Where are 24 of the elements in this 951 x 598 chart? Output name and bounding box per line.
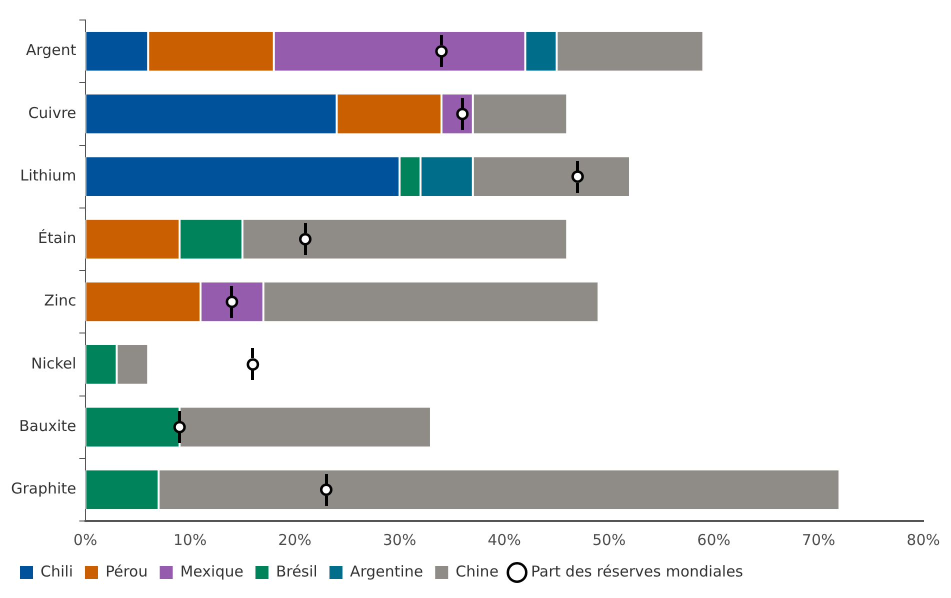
- legend-label: Argentine: [350, 562, 424, 580]
- x-tick-label: 20%: [278, 530, 312, 549]
- y-tick-label: Graphite: [10, 480, 76, 498]
- legend-label: Pérou: [105, 562, 148, 580]
- legend-label: Part des réserves mondiales: [531, 562, 744, 580]
- y-tick-label: Bauxite: [19, 416, 76, 435]
- x-tick-label: 80%: [906, 530, 940, 549]
- x-tick-label: 60%: [697, 530, 730, 549]
- y-tick-label: Argent: [26, 41, 76, 60]
- y-tick-label: Zinc: [44, 292, 76, 310]
- x-tick-label: 50%: [592, 530, 626, 549]
- legend-label: Chili: [40, 562, 73, 580]
- legend-label: Chine: [456, 562, 499, 580]
- y-tick-label: Étain: [38, 229, 76, 248]
- x-tick-label: 70%: [802, 530, 836, 549]
- y-tick-label: Nickel: [31, 354, 76, 372]
- x-tick-label: 40%: [488, 530, 521, 549]
- x-tick-label: 0%: [73, 530, 98, 549]
- y-tick-label: Cuivre: [28, 104, 76, 122]
- x-tick-label: 10%: [173, 530, 207, 549]
- y-tick-label: Lithium: [20, 166, 76, 184]
- x-tick-label: 30%: [382, 530, 416, 549]
- legend-label: Mexique: [180, 562, 244, 580]
- legend-label: Brésil: [276, 562, 318, 580]
